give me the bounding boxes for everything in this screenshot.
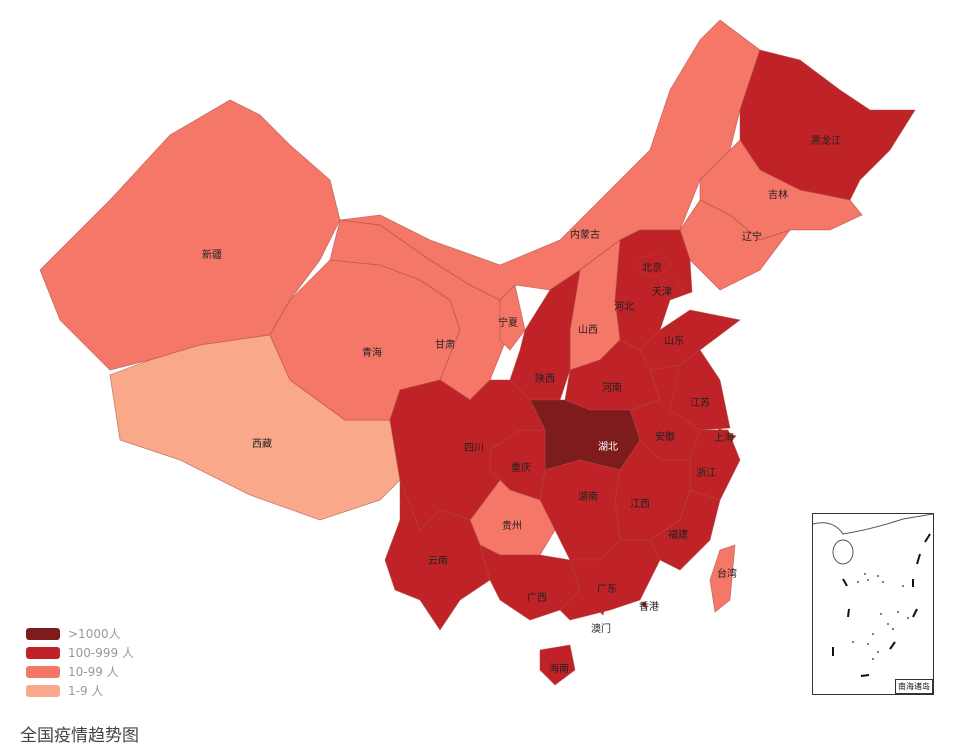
province-label: 重庆 [511, 461, 531, 474]
province-广东[interactable] [559, 539, 661, 621]
province-label: 河南 [602, 381, 622, 394]
province-label: 香港 [639, 601, 659, 613]
province-label: 江苏 [690, 396, 710, 409]
legend-label: 10-99 人 [68, 665, 119, 679]
province-辽宁[interactable] [679, 199, 792, 291]
province-label: 江西 [630, 498, 650, 510]
province-台湾[interactable] [709, 544, 736, 613]
province-北京[interactable] [639, 251, 673, 279]
province-新疆[interactable] [39, 99, 341, 371]
province-label: 辽宁 [742, 230, 762, 243]
province-label: 福建 [668, 528, 688, 541]
province-label: 宁夏 [498, 316, 518, 329]
inset-map [812, 513, 934, 677]
province-label: 内蒙古 [570, 228, 600, 241]
legend-swatch [26, 684, 60, 697]
province-label: 广西 [527, 592, 547, 604]
province-label: 吉林 [768, 188, 788, 201]
province-label: 陕西 [535, 372, 555, 385]
legend-item-100-999[interactable]: 100-999 人 [26, 643, 134, 662]
province-label: 浙江 [696, 467, 716, 479]
province-label: 安徽 [655, 430, 675, 443]
province-label: 上海 [714, 431, 734, 444]
province-label: 湖北 [598, 441, 618, 453]
legend-label: 100-999 人 [68, 646, 134, 660]
province-香港[interactable] [639, 601, 647, 609]
province-label: 云南 [428, 554, 448, 567]
legend-item-1-9[interactable]: 1-9 人 [26, 681, 134, 700]
province-澳门[interactable] [599, 610, 605, 616]
province-label: 四川 [464, 443, 484, 454]
province-label: 黑龙江 [811, 134, 841, 147]
province-label: 西藏 [252, 438, 272, 450]
legend-swatch [26, 627, 60, 640]
legend-swatch [26, 665, 60, 678]
province-海南[interactable] [539, 644, 576, 686]
province-label: 湖南 [578, 490, 598, 503]
province-label: 山西 [578, 324, 598, 336]
legend-item-10-99[interactable]: 10-99 人 [26, 662, 134, 681]
province-label: 北京 [642, 261, 662, 274]
province-云南[interactable] [384, 479, 491, 631]
province-label: 河北 [614, 301, 634, 313]
province-label: 青海 [362, 346, 382, 359]
province-湖南[interactable] [539, 459, 621, 561]
inset-label: 南海诸岛 [895, 679, 933, 694]
province-湖北[interactable] [529, 399, 641, 471]
province-label: 台湾 [717, 567, 737, 580]
map-caption: 全国疫情趋势图 [20, 726, 139, 746]
province-label: 海南 [549, 662, 569, 675]
province-label: 山东 [664, 334, 684, 347]
province-label: 贵州 [502, 519, 522, 532]
province-天津[interactable] [659, 277, 685, 301]
province-label: 澳门 [591, 622, 611, 635]
province-label: 天津 [652, 286, 672, 298]
province-label: 新疆 [202, 248, 222, 261]
south-china-sea-inset: 南海诸岛 [812, 513, 934, 695]
legend-label: >1000人 [68, 627, 121, 641]
province-label: 甘肃 [435, 338, 455, 351]
legend-swatch [26, 646, 60, 659]
legend-item-1000-plus[interactable]: >1000人 [26, 624, 134, 643]
legend-label: 1-9 人 [68, 684, 104, 698]
province-label: 广东 [597, 582, 617, 595]
legend: >1000人 100-999 人 10-99 人 1-9 人 [26, 624, 134, 700]
